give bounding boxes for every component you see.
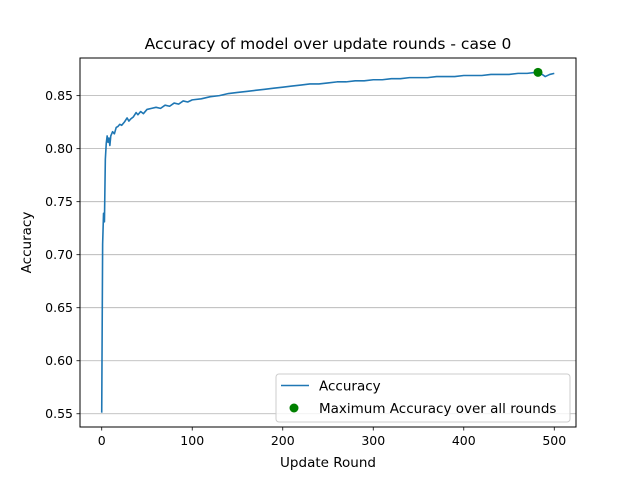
- legend-accuracy-label: Accuracy: [319, 379, 381, 395]
- legend-maximum-label: Maximum Accuracy over all rounds: [319, 401, 556, 417]
- chart-title: Accuracy of model over update rounds - c…: [145, 35, 512, 53]
- legend-maximum-marker-icon: [289, 403, 299, 413]
- x-tick-label: 300: [361, 433, 385, 448]
- x-tick-label: 200: [271, 433, 295, 448]
- x-tick-label: 0: [98, 433, 106, 448]
- y-tick-label: 0.65: [45, 300, 73, 315]
- y-tick-label: 0.75: [45, 194, 73, 209]
- max-accuracy-point: [533, 67, 543, 77]
- y-tick-label: 0.70: [45, 247, 73, 262]
- y-axis-label: Accuracy: [19, 212, 35, 274]
- plot-frame: [79, 57, 577, 428]
- y-tick-label: 0.55: [45, 406, 73, 421]
- y-tick-label: 0.80: [45, 141, 73, 156]
- y-tick-label: 0.85: [45, 88, 73, 103]
- legend-box: [275, 373, 571, 423]
- legend: Accuracy Maximum Accuracy over all round…: [275, 373, 571, 423]
- accuracy-series-line: [100, 71, 555, 413]
- grid-layer: [80, 95, 576, 415]
- x-axis-label: Update Round: [280, 455, 376, 471]
- tick-layer: 0.55 0.60 0.65 0.70 0.75 0.80 0.85 0 100 200 300 40…: [45, 88, 566, 448]
- y-tick-label: 0.60: [45, 353, 73, 368]
- x-tick-label: 400: [452, 433, 476, 448]
- series-layer: [100, 67, 555, 413]
- x-tick-label: 100: [180, 433, 204, 448]
- x-tick-label: 500: [542, 433, 566, 448]
